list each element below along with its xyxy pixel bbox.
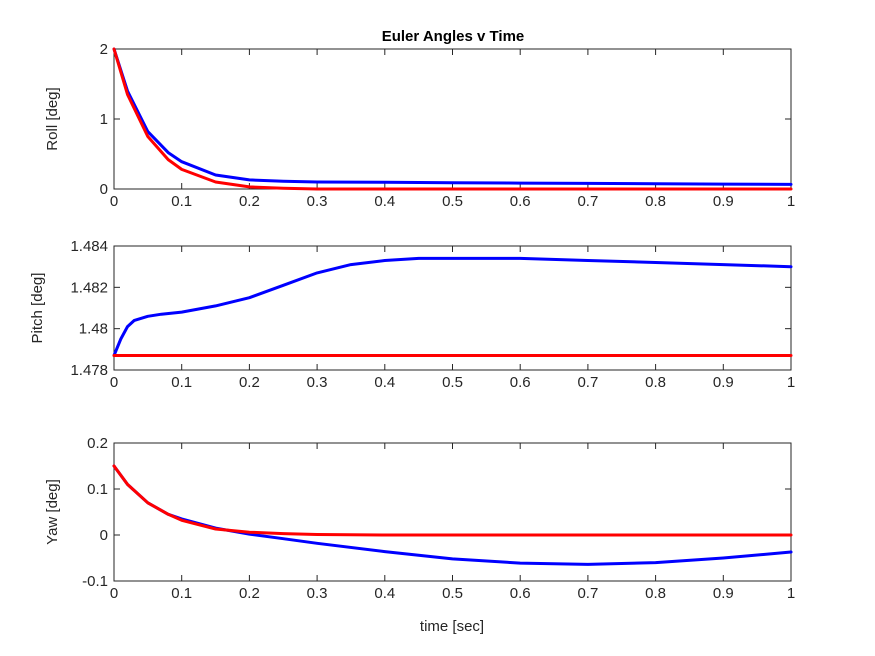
x-tick-label: 0.6 <box>510 374 531 391</box>
x-tick-label: 0.4 <box>374 374 395 391</box>
y-tick-label: 2 <box>100 41 108 58</box>
x-tick-label: 0.3 <box>307 193 328 210</box>
x-tick-label: 0.5 <box>442 193 463 210</box>
y-tick-label: 0.1 <box>87 481 108 498</box>
subplots: 0 0.1 0.2 0.3 0.4 0.5 0.6 0.7 0.8 0.9 1 0 1 2 Roll [de… <box>29 41 795 602</box>
y-axis-label: Yaw [deg] <box>44 479 61 545</box>
x-tick-label: 0.3 <box>307 585 328 602</box>
x-tick-label: 0.7 <box>577 585 598 602</box>
x-tick-label: 0.3 <box>307 374 328 391</box>
y-tick-label: 1.482 <box>70 279 108 296</box>
x-tick-label: 0.9 <box>713 374 734 391</box>
y-tick-label: 0.2 <box>87 435 108 452</box>
y-axis-label: Roll [deg] <box>44 87 61 150</box>
series-line-red <box>112 464 793 537</box>
y-tick-label: -0.1 <box>82 573 108 590</box>
y-axis-label: Pitch [deg] <box>29 273 46 344</box>
x-tick-label: 0.8 <box>645 193 666 210</box>
axes-box <box>113 48 792 190</box>
subplot-3: 0 0.1 0.2 0.3 0.4 0.5 0.6 0.7 0.8 0.9 1-0.100.10.2… <box>44 435 795 602</box>
x-tick-label: 0.7 <box>577 193 598 210</box>
y-tick-label: 1 <box>100 111 108 128</box>
y-tick-label: 1.478 <box>70 362 108 379</box>
x-tick-label: 0 <box>110 193 118 210</box>
x-tick-label: 0.5 <box>442 585 463 602</box>
x-tick-label: 0.8 <box>645 585 666 602</box>
series-line-red <box>112 47 793 191</box>
x-axis-label: time [sec] <box>420 618 484 635</box>
subplot-1: 0 0.1 0.2 0.3 0.4 0.5 0.6 0.7 0.8 0.9 1 0 1 2 Roll [de… <box>44 41 795 210</box>
x-tick-label: 0.1 <box>171 585 192 602</box>
x-tick-label: 0.9 <box>713 585 734 602</box>
x-tick-label: 0.4 <box>374 193 395 210</box>
x-tick-label: 0 <box>110 585 118 602</box>
x-tick-label: 0.7 <box>577 374 598 391</box>
x-tick-label: 0.2 <box>239 193 260 210</box>
x-tick-label: 1 <box>787 193 795 210</box>
x-tick-label: 0.2 <box>239 585 260 602</box>
x-tick-label: 1 <box>787 585 795 602</box>
x-tick-label: 0.6 <box>510 585 531 602</box>
x-tick-label: 1 <box>787 374 795 391</box>
x-tick-label: 0 <box>110 374 118 391</box>
x-tick-label: 0.6 <box>510 193 531 210</box>
x-tick-label: 0.8 <box>645 374 666 391</box>
x-tick-label: 0.1 <box>171 374 192 391</box>
series-line-blue <box>112 256 793 357</box>
series-line-blue <box>112 47 793 186</box>
x-tick-label: 0.9 <box>713 193 734 210</box>
x-tick-label: 0.5 <box>442 374 463 391</box>
x-tick-label: 0.1 <box>171 193 192 210</box>
figure-title: Euler Angles v Time <box>382 28 525 45</box>
axes-box <box>113 245 792 371</box>
y-tick-label: 0 <box>100 527 108 544</box>
y-tick-label: 1.48 <box>79 321 108 338</box>
x-tick-label: 0.2 <box>239 374 260 391</box>
y-tick-label: 1.484 <box>70 238 108 255</box>
y-tick-label: 0 <box>100 181 108 198</box>
x-tick-label: 0.4 <box>374 585 395 602</box>
subplot-2: 0 0.1 0.2 0.3 0.4 0.5 0.6 0.7 0.8 0.9 1 1.478 1.48 1.… <box>29 238 795 391</box>
